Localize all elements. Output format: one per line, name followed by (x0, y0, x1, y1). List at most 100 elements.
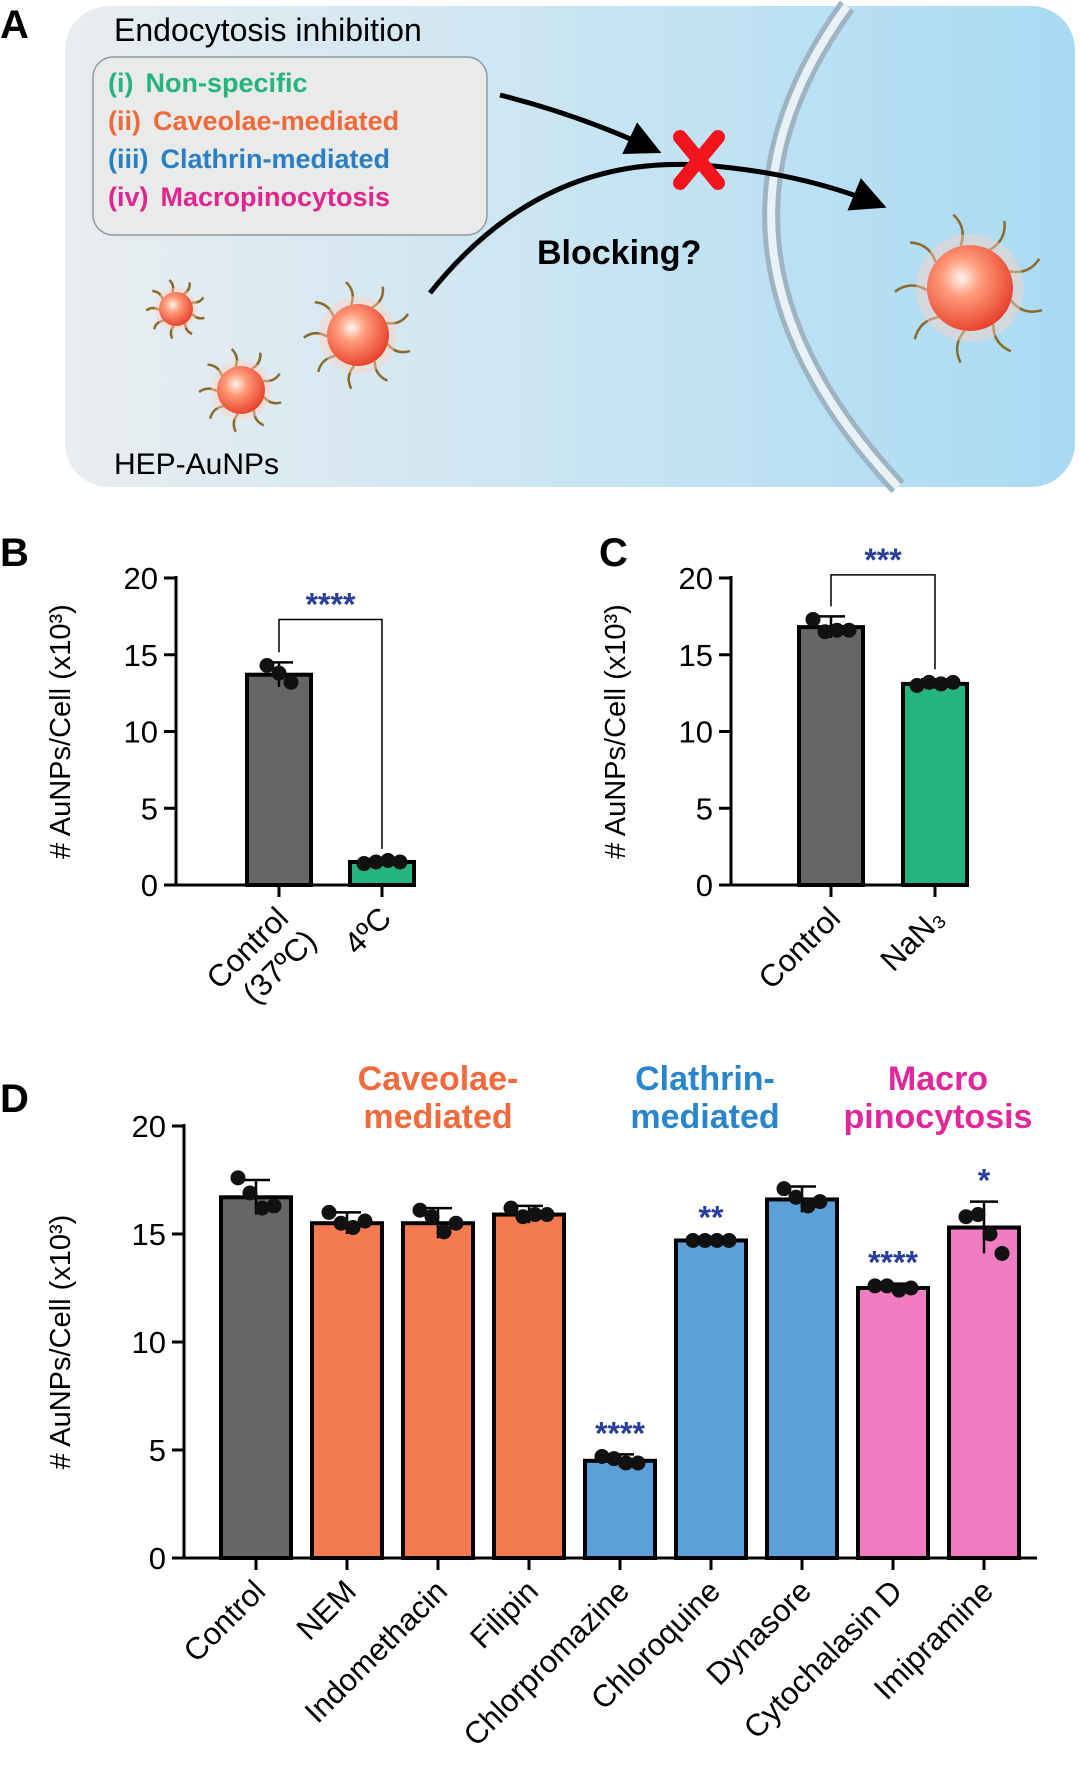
ligand (262, 372, 281, 383)
data-point (721, 1232, 737, 1248)
data-point (817, 624, 833, 640)
panel-letter: C (599, 531, 628, 575)
nanoparticle (159, 292, 193, 326)
ligand (152, 319, 164, 330)
ligand (207, 363, 224, 376)
y-tick-label: 5 (696, 791, 713, 826)
data-point (412, 1202, 428, 1218)
ligand (198, 387, 218, 394)
ligand (347, 364, 356, 390)
data-point (776, 1181, 792, 1197)
bar (797, 625, 865, 887)
data-point (606, 1451, 622, 1467)
ligand (386, 343, 411, 354)
significance-bracket (830, 574, 936, 670)
y-tick-label: 20 (132, 1109, 166, 1144)
y-axis-label: # AuNPs/Cell (x10³) (45, 1215, 77, 1470)
data-point (805, 611, 821, 627)
data-point (994, 1245, 1010, 1261)
ligand (955, 329, 966, 364)
data-point (424, 1209, 440, 1225)
data-point (345, 1220, 361, 1236)
data-point (891, 1282, 907, 1298)
y-tick-label: 0 (141, 868, 158, 903)
data-point (709, 1232, 725, 1248)
ligand (373, 361, 388, 382)
y-tick-label: 15 (679, 638, 713, 673)
significance: **** (868, 1245, 918, 1281)
x-tick-label: NaN₃ (873, 900, 951, 978)
y-tick-label: 20 (124, 561, 158, 596)
data-point (380, 852, 396, 868)
ligand (169, 325, 175, 340)
data-point (539, 1207, 555, 1223)
y-axis-label: # AuNPs/Cell (x10³) (600, 604, 632, 859)
data-point (392, 854, 408, 870)
data-point (841, 622, 857, 638)
data-point (970, 1207, 986, 1223)
ligand (316, 354, 336, 373)
ligand (230, 348, 239, 368)
significance: **** (306, 586, 356, 622)
group-label: mediated (630, 1098, 779, 1136)
item-number: (iii) (108, 144, 149, 174)
data-point (958, 1209, 974, 1225)
item-number: (ii) (108, 106, 141, 136)
ligand (992, 324, 1012, 353)
particles (145, 213, 1043, 433)
data-point (242, 1185, 258, 1201)
x-tick-label: Cytochalasin D (737, 1573, 909, 1745)
x-tick-label: Control (177, 1573, 272, 1668)
legend-item: (i) Non-specific (108, 68, 308, 98)
ligand (145, 306, 160, 312)
ligand (303, 331, 328, 339)
significance: ** (699, 1199, 724, 1235)
bar (901, 681, 969, 887)
item-number: (iv) (108, 182, 149, 212)
bar (245, 672, 313, 888)
data-point (630, 1455, 646, 1471)
ligand (168, 279, 175, 293)
data-point (697, 1232, 713, 1248)
data-point (259, 657, 275, 673)
data-point (283, 674, 299, 690)
data-point (448, 1215, 464, 1231)
data-point (503, 1200, 519, 1216)
ligand (371, 286, 385, 309)
x-tick-label: NEM (290, 1573, 363, 1646)
x-tick-label: Filipin (463, 1573, 545, 1655)
bar (674, 1238, 748, 1560)
data-point (436, 1224, 452, 1240)
legend-item: (iii) Clathrin-mediated (108, 144, 390, 174)
ligand (251, 352, 262, 370)
bar (947, 1225, 1021, 1561)
ligand (252, 410, 265, 427)
legend-box (92, 56, 488, 236)
ligand (952, 213, 964, 247)
item-number: (i) (108, 68, 133, 98)
data-point (685, 1232, 701, 1248)
data-point (909, 677, 925, 693)
item-label: Clathrin-mediated (161, 144, 391, 174)
membrane-inner (767, 3, 901, 490)
data-point (230, 1170, 246, 1186)
nanoparticle (217, 366, 265, 414)
ligand (183, 282, 191, 295)
y-tick-label: 10 (679, 715, 713, 750)
data-point (356, 856, 372, 872)
significance-bracket (278, 618, 383, 849)
data-point (812, 1194, 828, 1210)
data-point (515, 1209, 531, 1225)
data-point (527, 1207, 543, 1223)
bar (583, 1458, 657, 1561)
y-tick-label: 15 (132, 1217, 166, 1252)
ligand (208, 405, 224, 419)
bar (856, 1286, 930, 1560)
data-point (867, 1278, 883, 1294)
ligand (913, 315, 939, 340)
group-label: pinocytosis (844, 1098, 1033, 1136)
data-point (788, 1189, 804, 1205)
ligand (183, 323, 193, 336)
ligand (909, 241, 937, 263)
y-tick-label: 5 (149, 1433, 166, 1468)
